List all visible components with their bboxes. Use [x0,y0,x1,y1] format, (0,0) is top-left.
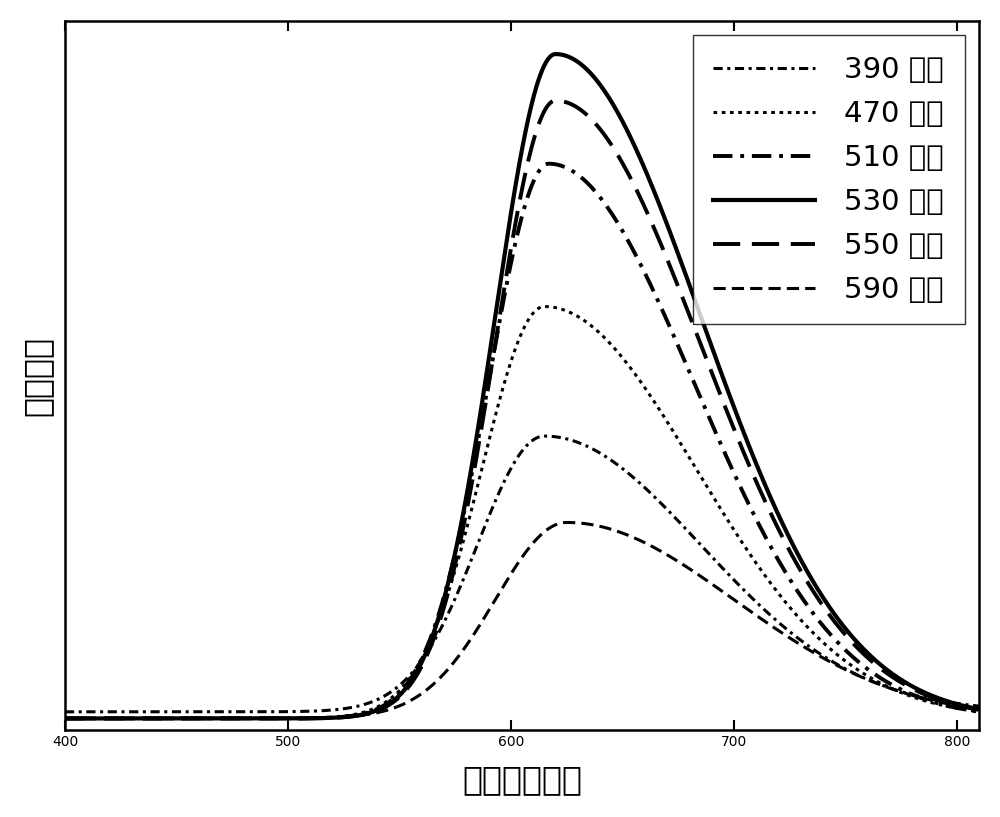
550 纳米 [449,560,461,569]
470 纳米 [955,704,967,714]
530 纳米 [449,548,461,558]
590 纳米 [410,693,422,703]
530 纳米 [217,713,229,723]
590 纳米 [561,517,573,527]
550 纳米 [410,672,422,682]
510 纳米 [410,666,422,676]
530 纳米 [973,704,985,714]
530 纳米 [549,49,561,59]
510 纳米 [857,661,869,671]
Line: 470 纳米: 470 纳米 [65,306,979,718]
590 纳米 [163,713,175,723]
390 纳米 [449,594,461,604]
530 纳米 [857,644,869,654]
390 纳米 [59,707,71,717]
390 纳米 [538,431,550,441]
390 纳米 [163,707,175,717]
470 纳米 [59,713,71,723]
Line: 530 纳米: 530 纳米 [65,54,979,718]
590 纳米 [59,713,71,723]
470 纳米 [410,664,422,674]
Line: 550 纳米: 550 纳米 [65,100,979,718]
530 纳米 [163,713,175,723]
510 纳米 [955,704,967,714]
Line: 390 纳米: 390 纳米 [65,436,979,712]
590 纳米 [449,656,461,666]
550 纳米 [857,649,869,659]
390 纳米 [973,701,985,711]
530 纳米 [955,700,967,710]
530 纳米 [59,713,71,723]
470 纳米 [857,668,869,678]
510 纳米 [59,713,71,723]
510 纳米 [449,548,461,558]
Legend: 390 纳米, 470 纳米, 510 纳米, 530 纳米, 550 纳米, 590 纳米: 390 纳米, 470 纳米, 510 纳米, 530 纳米, 550 纳米, … [693,35,965,324]
510 纳米 [163,713,175,723]
470 纳米 [217,713,229,723]
Line: 590 纳米: 590 纳米 [65,522,979,718]
470 纳米 [973,707,985,717]
590 纳米 [973,704,985,714]
590 纳米 [857,672,869,682]
510 纳米 [973,707,985,717]
Line: 510 纳米: 510 纳米 [65,163,979,718]
510 纳米 [543,158,555,168]
550 纳米 [217,713,229,723]
590 纳米 [955,702,967,712]
X-axis label: 波长（纳米）: 波长（纳米） [462,763,582,797]
390 纳米 [217,707,229,717]
590 纳米 [217,713,229,723]
470 纳米 [449,565,461,575]
390 纳米 [857,672,869,682]
550 纳米 [549,96,561,105]
390 纳米 [410,663,422,673]
550 纳米 [59,713,71,723]
550 纳米 [955,701,967,711]
550 纳米 [973,705,985,715]
510 纳米 [217,713,229,723]
390 纳米 [955,699,967,709]
470 纳米 [163,713,175,723]
530 纳米 [410,669,422,679]
Y-axis label: 荧光强度: 荧光强度 [21,336,54,416]
470 纳米 [538,301,550,311]
550 纳米 [163,713,175,723]
